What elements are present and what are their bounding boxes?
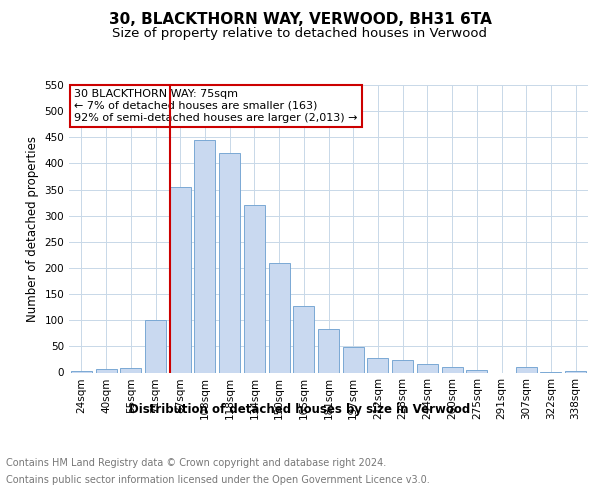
Y-axis label: Number of detached properties: Number of detached properties (26, 136, 39, 322)
Bar (318, 329, 339, 372)
Bar (194, 140, 215, 372)
Bar (293, 306, 314, 372)
Bar (343, 347, 364, 372)
Bar (466, 370, 487, 372)
Bar (71, 371, 92, 372)
Bar (269, 262, 290, 372)
Bar (219, 153, 240, 372)
Bar (95, 369, 116, 372)
Text: Contains public sector information licensed under the Open Government Licence v3: Contains public sector information licen… (6, 475, 430, 485)
Bar (367, 358, 388, 372)
Bar (145, 320, 166, 372)
Bar (244, 205, 265, 372)
Bar (516, 368, 537, 372)
Bar (120, 368, 141, 372)
Bar (417, 364, 438, 372)
Bar (170, 187, 191, 372)
Bar (392, 360, 413, 372)
Text: Distribution of detached houses by size in Verwood: Distribution of detached houses by size … (130, 402, 470, 415)
Bar (565, 371, 586, 372)
Text: 30, BLACKTHORN WAY, VERWOOD, BH31 6TA: 30, BLACKTHORN WAY, VERWOOD, BH31 6TA (109, 12, 491, 28)
Text: Contains HM Land Registry data © Crown copyright and database right 2024.: Contains HM Land Registry data © Crown c… (6, 458, 386, 468)
Bar (442, 368, 463, 372)
Text: 30 BLACKTHORN WAY: 75sqm
← 7% of detached houses are smaller (163)
92% of semi-d: 30 BLACKTHORN WAY: 75sqm ← 7% of detache… (74, 90, 358, 122)
Text: Size of property relative to detached houses in Verwood: Size of property relative to detached ho… (113, 28, 487, 40)
